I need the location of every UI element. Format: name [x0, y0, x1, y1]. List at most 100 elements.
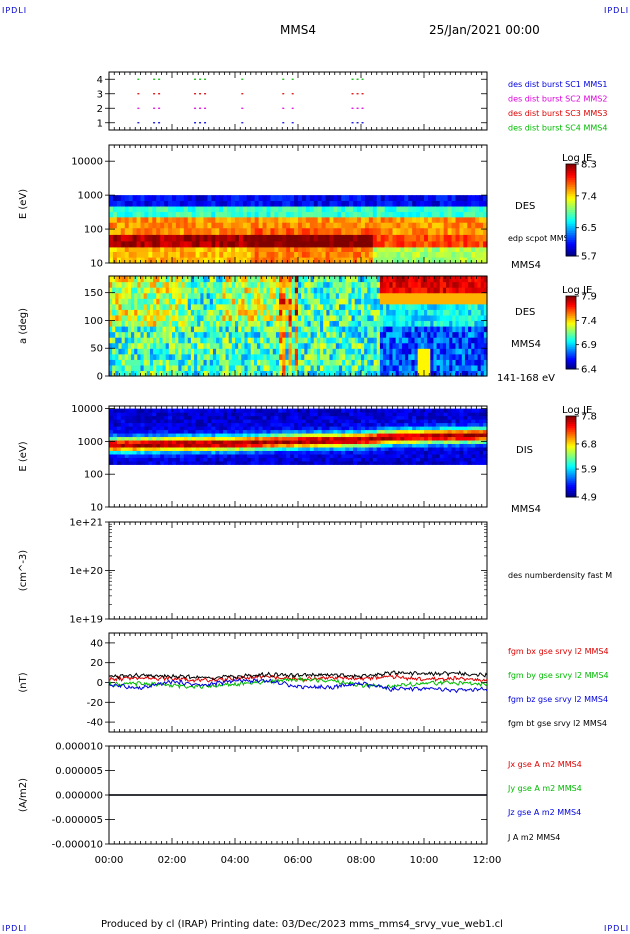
- dis-energy-cell: [112, 432, 118, 438]
- dis-energy-cell: [364, 460, 370, 465]
- des-pitch-cell: [345, 337, 349, 344]
- des-pitch-cell: [483, 320, 488, 327]
- dis-energy-cell: [361, 439, 366, 445]
- des-pitch-cell: [398, 320, 403, 327]
- des-energy-cell: [282, 251, 287, 258]
- des-pitch-cell: [480, 342, 485, 349]
- des-energy-cell: [380, 216, 386, 223]
- des-energy-cell: [242, 222, 248, 229]
- des-energy-cell: [372, 240, 378, 248]
- des-energy-cell: [231, 205, 236, 213]
- des-pitch-cell: [162, 353, 167, 360]
- des-pitch-cell: [474, 303, 479, 310]
- des-pitch-cell: [206, 359, 211, 366]
- des-pitch-cell: [458, 281, 463, 288]
- dis-energy-cell: [266, 439, 272, 445]
- dis-energy-cell: [168, 419, 173, 424]
- des-energy-cell: [168, 240, 173, 248]
- des-energy-cell: [124, 234, 130, 242]
- dis-energy-cell: [132, 412, 138, 417]
- dis-energy-cell: [207, 426, 212, 431]
- dis-energy-cell: [191, 422, 197, 427]
- des-pitch-cell: [310, 326, 315, 333]
- des-pitch-cell: [247, 370, 252, 377]
- dis-energy-cell: [168, 426, 173, 431]
- des-energy-cell: [152, 200, 157, 207]
- des-pitch-cell: [124, 281, 129, 288]
- dis-energy-cell: [305, 432, 311, 438]
- dis-energy-cell: [238, 422, 244, 427]
- dis-energy-cell: [337, 450, 342, 455]
- des-pitch-cell: [137, 364, 142, 372]
- des-energy-cell: [396, 251, 401, 258]
- des-pitch-colorbar-cell: [566, 354, 576, 357]
- des-pitch-cell: [483, 359, 488, 366]
- des-pitch-cell: [316, 364, 321, 372]
- des-pitch-cell: [149, 342, 154, 349]
- des-pitch-cell: [386, 326, 390, 333]
- dis-energy-cell: [361, 450, 366, 455]
- des-pitch-cell: [156, 303, 160, 310]
- dis-energy-cell: [140, 460, 146, 465]
- des-pitch-cell: [342, 276, 346, 283]
- des-pitch-cell: [405, 320, 409, 327]
- dis-energy-cell: [223, 443, 228, 448]
- dis-energy-cell: [309, 422, 315, 427]
- dis-energy-cell: [341, 422, 346, 427]
- des-pitch-cell: [433, 276, 438, 283]
- des-pitch-cell: [370, 326, 375, 333]
- dis-energy-cell: [109, 453, 114, 458]
- des-pitch-cell: [395, 337, 400, 344]
- dis-energy-cell: [345, 415, 350, 420]
- dis-energy-cell: [309, 436, 315, 441]
- des-pitch-cell: [395, 331, 400, 338]
- des-energy-cell: [420, 251, 425, 258]
- des-pitch-cell: [345, 326, 349, 333]
- dis-energy-cell: [148, 457, 153, 462]
- des-pitch-cell: [149, 348, 154, 355]
- des-energy-cell: [172, 200, 177, 207]
- des-pitch-cell: [320, 320, 324, 327]
- des-energy-cell: [447, 205, 453, 213]
- des-pitch-cell: [165, 309, 170, 316]
- des-pitch-cell: [364, 287, 368, 294]
- des-energy-cell: [116, 216, 122, 223]
- des-pitch-cell: [275, 353, 280, 360]
- des-pitch-cell: [159, 320, 164, 327]
- des-energy-cell: [231, 240, 236, 248]
- des-energy-cell: [376, 195, 382, 201]
- dis-energy-cell: [333, 453, 338, 458]
- des-pitch-cell: [244, 370, 249, 377]
- dis-energy-cell: [349, 450, 354, 455]
- des-pitch-cell: [417, 303, 422, 310]
- des-pitch-cell: [430, 353, 435, 360]
- des-pitch-cell: [250, 298, 255, 305]
- dis-energy-cell: [175, 419, 181, 424]
- dis-energy-cell: [215, 419, 220, 424]
- des-energy-cell: [211, 246, 216, 252]
- des-pitch-cell: [320, 364, 324, 372]
- des-pitch-cell: [206, 281, 211, 288]
- des-pitch-cell: [247, 364, 252, 372]
- des-energy-cell: [152, 227, 157, 235]
- des-energy-cell: [404, 246, 409, 252]
- des-energy-cell: [207, 205, 212, 213]
- dis-energy-cell: [227, 439, 232, 445]
- dis-energy-cell: [278, 439, 283, 445]
- des-energy-cell: [175, 205, 181, 213]
- des-energy-cell: [109, 195, 114, 201]
- des-pitch-cell: [156, 309, 160, 316]
- des-energy-cell: [313, 227, 319, 235]
- des-energy-cell: [168, 257, 173, 264]
- des-pitch-cell: [338, 309, 343, 316]
- des-pitch-cell: [137, 281, 142, 288]
- des-pitch-cell: [455, 331, 460, 338]
- des-pitch-cell: [408, 348, 412, 355]
- dis-energy-cell: [364, 453, 370, 458]
- dis-energy-cell: [175, 439, 181, 445]
- des-pitch-cell: [124, 314, 129, 322]
- des-pitch-cell: [373, 281, 378, 288]
- des-pitch-cell: [370, 353, 375, 360]
- des-pitch-cell: [143, 276, 148, 283]
- dis-energy-cell: [337, 415, 342, 420]
